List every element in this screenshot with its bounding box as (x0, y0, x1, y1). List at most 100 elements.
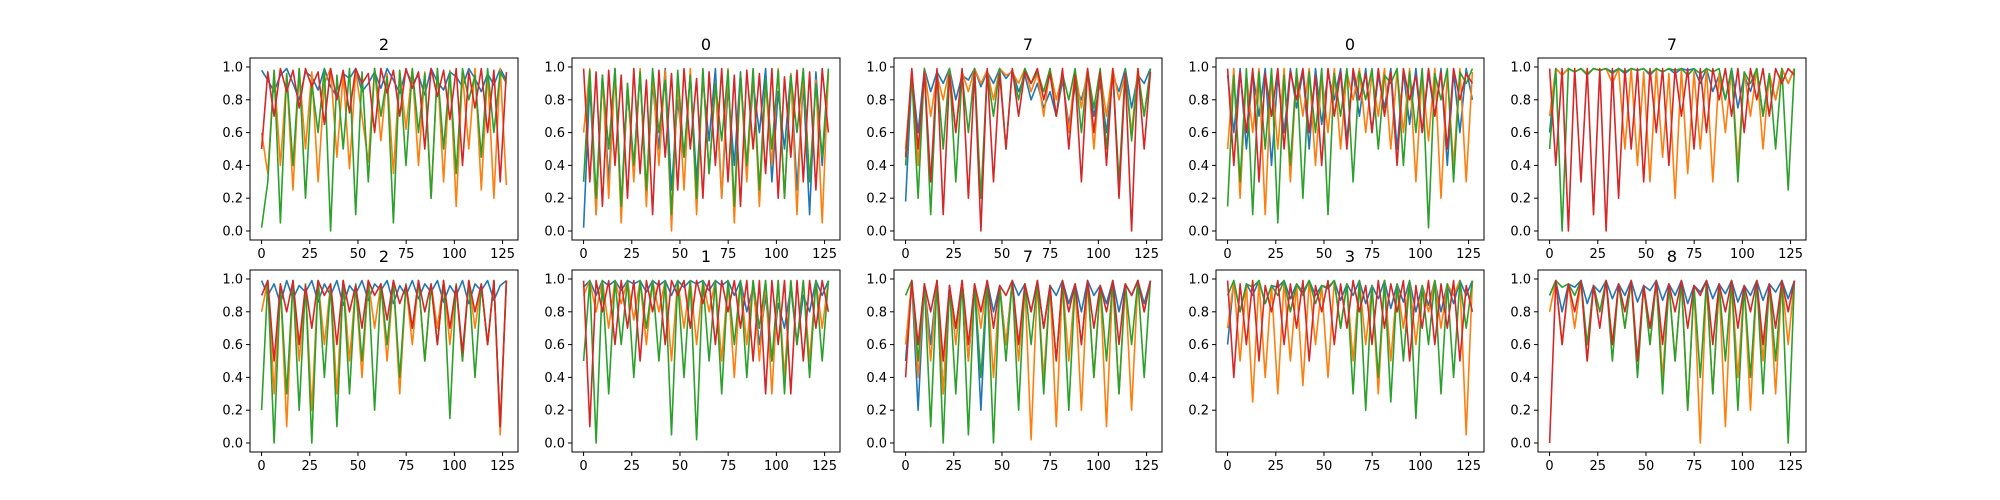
y-tick-label: 0.0 (1510, 225, 1531, 240)
subplot-4: 0 0.0 0.2 0.4 0.6 0.8 1.0 0 25 50 75 100 125 (1188, 35, 1485, 262)
axes-frame (1537, 269, 1807, 453)
y-tick-label: 0.8 (222, 93, 243, 108)
series-line-4 (1548, 67, 1795, 232)
x-tick-label: 0 (579, 247, 587, 262)
series-line-4 (582, 279, 830, 428)
x-tick-label: 0 (1545, 459, 1553, 474)
subplot-title: 0 (1345, 35, 1355, 54)
y-tick-label: 0.8 (544, 93, 565, 108)
x-tick-label: 75 (1042, 247, 1059, 262)
subplot-9: 3 0.2 0.4 0.6 0.8 1.0 0 25 50 75 100 125 (1188, 247, 1485, 474)
y-tick-label: 0.2 (1188, 192, 1209, 207)
y-tick-label: 0.6 (1510, 338, 1531, 353)
x-tick-label: 50 (1638, 459, 1655, 474)
y-tick-label: 1.0 (866, 273, 887, 288)
x-tick-label: 100 (1086, 247, 1111, 262)
y-tick-label: 0.2 (544, 192, 565, 207)
subplot-title: 2 (379, 35, 389, 54)
y-tick-label: 0.0 (222, 437, 243, 452)
y-tick-label: 1.0 (1510, 61, 1531, 76)
x-tick-label: 75 (720, 247, 737, 262)
series-line-2 (1226, 279, 1474, 436)
y-tick-label: 0.2 (1510, 192, 1531, 207)
y-tick-label: 0.0 (1510, 437, 1531, 452)
series-line-3 (260, 67, 508, 232)
series-line-4 (904, 279, 1152, 378)
x-tick-label: 50 (350, 459, 367, 474)
subplot-title: 7 (1023, 247, 1033, 266)
x-tick-label: 100 (442, 459, 467, 474)
x-tick-label: 125 (490, 247, 515, 262)
x-tick-label: 50 (672, 459, 689, 474)
x-tick-label: 125 (812, 459, 837, 474)
x-tick-label: 75 (398, 247, 415, 262)
y-tick-label: 0.2 (544, 404, 565, 419)
subplot-title: 8 (1667, 247, 1677, 266)
y-tick-label: 1.0 (222, 273, 243, 288)
axes-frame (1537, 57, 1807, 241)
x-tick-label: 100 (764, 247, 789, 262)
x-tick-label: 25 (945, 247, 962, 262)
y-tick-label: 1.0 (544, 273, 565, 288)
subplot-title: 7 (1023, 35, 1033, 54)
x-tick-label: 75 (1364, 247, 1381, 262)
series-line-4 (582, 67, 830, 216)
subplot-3: 7 0.0 0.2 0.4 0.6 0.8 1.0 0 25 50 75 100 125 (866, 35, 1163, 262)
x-tick-label: 25 (1589, 459, 1606, 474)
x-tick-label: 125 (1134, 247, 1159, 262)
subplot-title: 1 (701, 247, 711, 266)
subplot-1: 2 0.0 0.2 0.4 0.6 0.8 1.0 0 25 50 75 100 125 (222, 35, 519, 262)
x-tick-label: 50 (1316, 247, 1333, 262)
x-tick-label: 100 (442, 247, 467, 262)
y-tick-label: 0.0 (544, 225, 565, 240)
y-tick-label: 0.6 (222, 338, 243, 353)
y-tick-label: 0.0 (222, 225, 243, 240)
x-tick-label: 0 (901, 459, 909, 474)
x-tick-label: 125 (812, 247, 837, 262)
y-tick-label: 0.6 (1188, 126, 1209, 141)
x-tick-label: 100 (764, 459, 789, 474)
subplot-title: 2 (379, 247, 389, 266)
series-line-4 (1226, 279, 1474, 379)
y-tick-label: 1.0 (222, 61, 243, 76)
x-tick-label: 75 (398, 459, 415, 474)
x-tick-label: 25 (301, 247, 318, 262)
series-line-3 (1548, 67, 1796, 232)
x-tick-label: 25 (1267, 247, 1284, 262)
y-tick-label: 0.8 (1510, 93, 1531, 108)
y-tick-label: 1.0 (1510, 273, 1531, 288)
axes-frame (1215, 269, 1485, 453)
subplot-6: 2 0.0 0.2 0.4 0.6 0.8 1.0 0 25 50 75 100 125 (222, 247, 519, 474)
x-tick-label: 50 (994, 247, 1011, 262)
y-tick-label: 0.6 (544, 338, 565, 353)
x-tick-label: 0 (257, 459, 265, 474)
x-tick-label: 125 (1134, 459, 1159, 474)
x-tick-label: 100 (1730, 459, 1755, 474)
x-tick-label: 25 (945, 459, 962, 474)
y-tick-label: 0.4 (1188, 159, 1209, 174)
y-tick-label: 0.8 (1188, 93, 1209, 108)
axes-frame (571, 57, 841, 241)
y-tick-label: 0.6 (544, 126, 565, 141)
series-line-4 (1548, 279, 1796, 444)
y-tick-label: 0.8 (222, 305, 243, 320)
x-tick-label: 125 (1456, 459, 1481, 474)
y-tick-label: 0.6 (222, 126, 243, 141)
y-tick-label: 0.4 (866, 371, 887, 386)
subplot-10: 8 0.0 0.2 0.4 0.6 0.8 1.0 0 25 50 75 100 125 (1510, 247, 1807, 474)
x-tick-label: 0 (1223, 459, 1231, 474)
x-tick-label: 75 (1042, 459, 1059, 474)
y-tick-label: 0.8 (1510, 305, 1531, 320)
x-tick-label: 125 (1456, 247, 1481, 262)
y-tick-label: 1.0 (544, 61, 565, 76)
series-line-3 (1226, 67, 1474, 229)
y-tick-label: 1.0 (866, 61, 887, 76)
x-tick-label: 50 (994, 459, 1011, 474)
y-tick-label: 1.0 (1188, 273, 1209, 288)
x-tick-label: 50 (672, 247, 689, 262)
subplot-7: 1 0.0 0.2 0.4 0.6 0.8 1.0 0 25 50 75 100 125 (544, 247, 841, 474)
y-tick-label: 0.0 (866, 225, 887, 240)
subplot-title: 0 (701, 35, 711, 54)
x-tick-label: 0 (257, 247, 265, 262)
